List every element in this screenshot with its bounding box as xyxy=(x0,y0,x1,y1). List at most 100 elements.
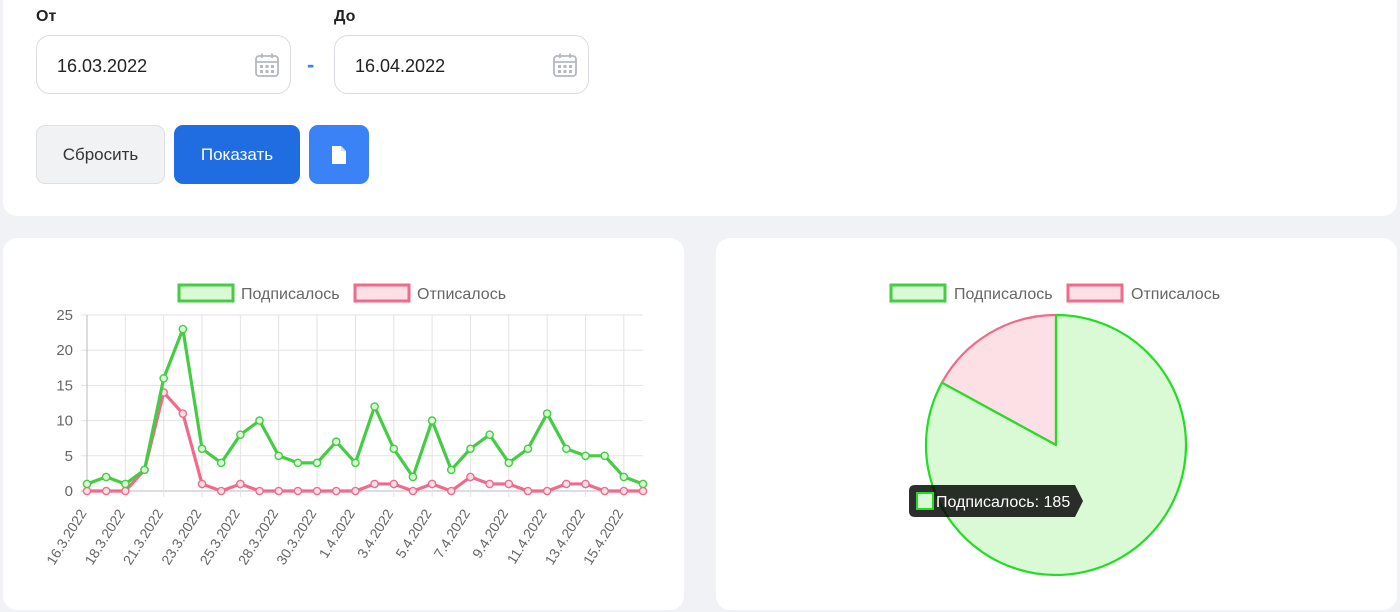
data-point xyxy=(331,437,341,447)
legend-swatch xyxy=(353,283,411,303)
data-point xyxy=(236,479,245,489)
data-point xyxy=(255,416,264,425)
to-label: До xyxy=(334,8,356,25)
data-point xyxy=(389,479,399,489)
data-point xyxy=(370,402,379,411)
data-point xyxy=(274,486,284,496)
data-point xyxy=(504,458,514,468)
date-to-input[interactable]: 16.04.2022 xyxy=(334,35,589,94)
legend-swatch xyxy=(1066,283,1124,303)
show-button[interactable]: Показать xyxy=(174,125,300,184)
data-point xyxy=(427,416,437,425)
date-range-separator: - xyxy=(307,52,315,77)
data-point xyxy=(408,486,418,496)
data-point xyxy=(485,479,494,489)
data-point xyxy=(638,486,648,496)
from-label: От xyxy=(36,8,57,25)
pie-slice-unsubscribed xyxy=(940,313,1058,447)
data-point xyxy=(619,472,629,482)
x-tick-label: 3.4.2022 xyxy=(354,506,397,561)
y-tick-label: 0 xyxy=(65,483,73,500)
data-point xyxy=(331,486,341,496)
legend-label-2: Отписалось xyxy=(417,286,506,303)
data-point xyxy=(216,458,226,468)
data-point xyxy=(485,430,494,439)
data-point xyxy=(600,486,609,496)
x-tick-label: 7.4.2022 xyxy=(431,506,474,561)
data-point xyxy=(523,444,533,454)
legend-swatch xyxy=(889,283,947,303)
legend-label-1: Подписалось xyxy=(954,286,1053,303)
data-point xyxy=(446,486,456,496)
pie-chart-card: Подписалось Отписалось Подписалось: 185 xyxy=(716,238,1397,610)
data-point xyxy=(121,486,130,496)
data-point xyxy=(581,479,590,489)
x-tick-label: 1.4.2022 xyxy=(316,506,359,561)
date-from-input[interactable]: 16.03.2022 xyxy=(36,35,291,94)
data-point xyxy=(408,472,418,482)
data-point xyxy=(178,324,188,334)
y-tick-label: 25 xyxy=(56,307,73,324)
data-point xyxy=(312,486,322,496)
data-point xyxy=(236,430,245,439)
x-tick-label: 9.4.2022 xyxy=(469,506,512,561)
data-point xyxy=(389,444,399,454)
data-point xyxy=(293,458,303,468)
data-point xyxy=(562,479,571,489)
data-point xyxy=(504,479,514,489)
tooltip-box xyxy=(909,485,1083,517)
data-point xyxy=(216,486,226,496)
data-point xyxy=(121,479,130,489)
data-point xyxy=(466,472,475,482)
data-point xyxy=(312,458,322,468)
y-tick-label: 5 xyxy=(65,448,73,465)
series-line-unsubscribed xyxy=(87,390,643,493)
y-tick-label: 20 xyxy=(56,342,73,359)
pie-tooltip: Подписалось: 185 xyxy=(909,485,1083,517)
calendar-icon[interactable] xyxy=(254,52,280,78)
legend-label-2: Отписалось xyxy=(1131,286,1220,303)
calendar-icon[interactable] xyxy=(552,52,578,78)
data-point xyxy=(255,486,264,496)
tooltip-text: Подписалось: 185 xyxy=(936,494,1070,511)
data-point xyxy=(197,444,207,454)
data-point xyxy=(82,486,92,496)
data-point xyxy=(197,479,207,489)
data-point xyxy=(600,451,609,461)
data-point xyxy=(351,486,360,496)
series-line-subscribed xyxy=(86,327,644,486)
data-point xyxy=(101,486,111,496)
data-point xyxy=(542,409,552,418)
data-point xyxy=(542,486,552,496)
data-point xyxy=(293,486,303,496)
data-point xyxy=(178,409,188,418)
data-point xyxy=(274,451,284,461)
tooltip-swatch xyxy=(916,492,934,510)
data-point xyxy=(159,374,168,383)
data-point xyxy=(101,472,111,482)
data-point xyxy=(427,479,437,489)
x-tick-label: 5.4.2022 xyxy=(392,506,435,561)
data-point xyxy=(140,465,149,475)
data-point xyxy=(466,444,475,454)
legend-label-1: Подписалось xyxy=(241,286,340,303)
data-point xyxy=(370,479,379,489)
data-point xyxy=(638,479,648,489)
data-point xyxy=(523,486,533,496)
y-tick-label: 10 xyxy=(56,413,73,430)
data-point xyxy=(82,479,92,489)
line-chart: Подписалось Отписалось051015202516.3.2022… xyxy=(43,283,648,567)
line-chart-card: Подписалось Отписалось 0 5 10 15 20 25 16.3.2022… xyxy=(3,238,684,610)
reset-button[interactable]: Сбросить xyxy=(36,125,165,184)
data-point xyxy=(446,465,456,475)
data-point xyxy=(562,444,571,454)
data-point xyxy=(581,451,590,461)
y-tick-label: 15 xyxy=(56,377,73,394)
date-from-value: 16.03.2022 xyxy=(57,56,148,76)
data-point xyxy=(351,458,360,468)
legend-swatch xyxy=(177,283,235,303)
pie-chart: Подписалось Отписалось Подписалось: 185 xyxy=(889,283,1220,577)
export-file-button[interactable] xyxy=(309,125,369,184)
file-icon xyxy=(332,145,346,164)
data-point xyxy=(619,486,629,496)
